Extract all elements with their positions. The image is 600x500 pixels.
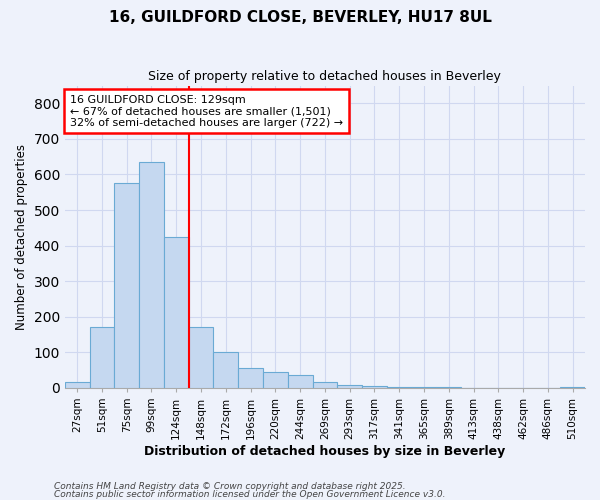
Bar (65, 382, 89, 388)
Title: Size of property relative to detached houses in Beverley: Size of property relative to detached ho… (148, 70, 502, 83)
Text: Contains HM Land Registry data © Crown copyright and database right 2025.: Contains HM Land Registry data © Crown c… (54, 482, 406, 491)
Bar (164, 236, 188, 388)
Bar (188, 328, 214, 388)
Bar (362, 386, 387, 388)
Text: Contains public sector information licensed under the Open Government Licence v3: Contains public sector information licen… (54, 490, 445, 499)
Bar (139, 162, 164, 388)
Bar (89, 328, 115, 388)
X-axis label: Distribution of detached houses by size in Beverley: Distribution of detached houses by size … (144, 444, 506, 458)
Y-axis label: Number of detached properties: Number of detached properties (15, 144, 28, 330)
Text: 16, GUILDFORD CLOSE, BEVERLEY, HU17 8UL: 16, GUILDFORD CLOSE, BEVERLEY, HU17 8UL (109, 10, 491, 25)
Bar (214, 352, 238, 388)
Text: 16 GUILDFORD CLOSE: 129sqm
← 67% of detached houses are smaller (1,501)
32% of s: 16 GUILDFORD CLOSE: 129sqm ← 67% of deta… (70, 94, 343, 128)
Bar (238, 368, 263, 388)
Bar (387, 386, 412, 388)
Bar (337, 385, 362, 388)
Bar (115, 184, 139, 388)
Bar (412, 387, 436, 388)
Bar (560, 386, 585, 388)
Bar (263, 372, 288, 388)
Bar (313, 382, 337, 388)
Bar (288, 376, 313, 388)
Bar (436, 387, 461, 388)
